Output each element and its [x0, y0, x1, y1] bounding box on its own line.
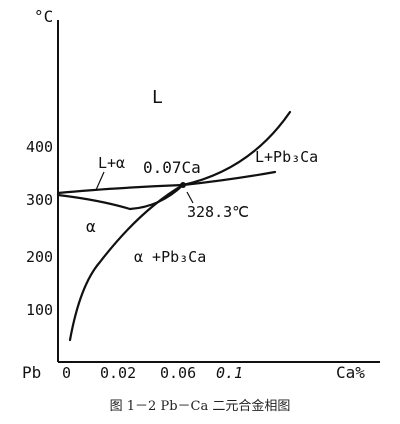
x-tick-0: 0	[62, 364, 71, 382]
y-tick-400: 400	[26, 138, 53, 156]
region-alpha-pb3ca-label: α +Pb₃Ca	[134, 248, 206, 266]
y-tick-300: 300	[26, 191, 53, 209]
composition-annotation: 0.07Ca	[143, 158, 201, 177]
x-tick-0-06: 0.06	[160, 364, 196, 382]
leader-peritectic	[186, 191, 194, 204]
region-liquid-pb3ca-label: L+Pb₃Ca	[255, 148, 318, 166]
region-liquid-label: L	[152, 87, 163, 108]
x-tick-0-02: 0.02	[100, 364, 136, 382]
peritectic-temp-annotation: 328.3℃	[187, 203, 249, 221]
peritectic-point	[180, 182, 186, 188]
x-axis-unit: Ca%	[336, 363, 365, 382]
region-alpha-label: α	[86, 217, 96, 236]
figure-caption: 图 1－2 Pb－Ca 二元合金相图	[109, 399, 291, 414]
x-axis-origin-label: Pb	[22, 363, 41, 382]
leader-l-alpha	[95, 171, 105, 191]
x-tick-0-1: 0.1	[216, 364, 243, 382]
alpha-solidus-curve	[56, 183, 185, 211]
y-axis-unit: °C	[34, 7, 53, 26]
region-liquid-alpha-label: L+α	[98, 154, 125, 172]
y-tick-200: 200	[26, 248, 53, 266]
solvus-curve	[68, 183, 185, 342]
y-tick-100: 100	[26, 301, 53, 319]
liquidus-pb3ca-curve	[181, 110, 292, 187]
